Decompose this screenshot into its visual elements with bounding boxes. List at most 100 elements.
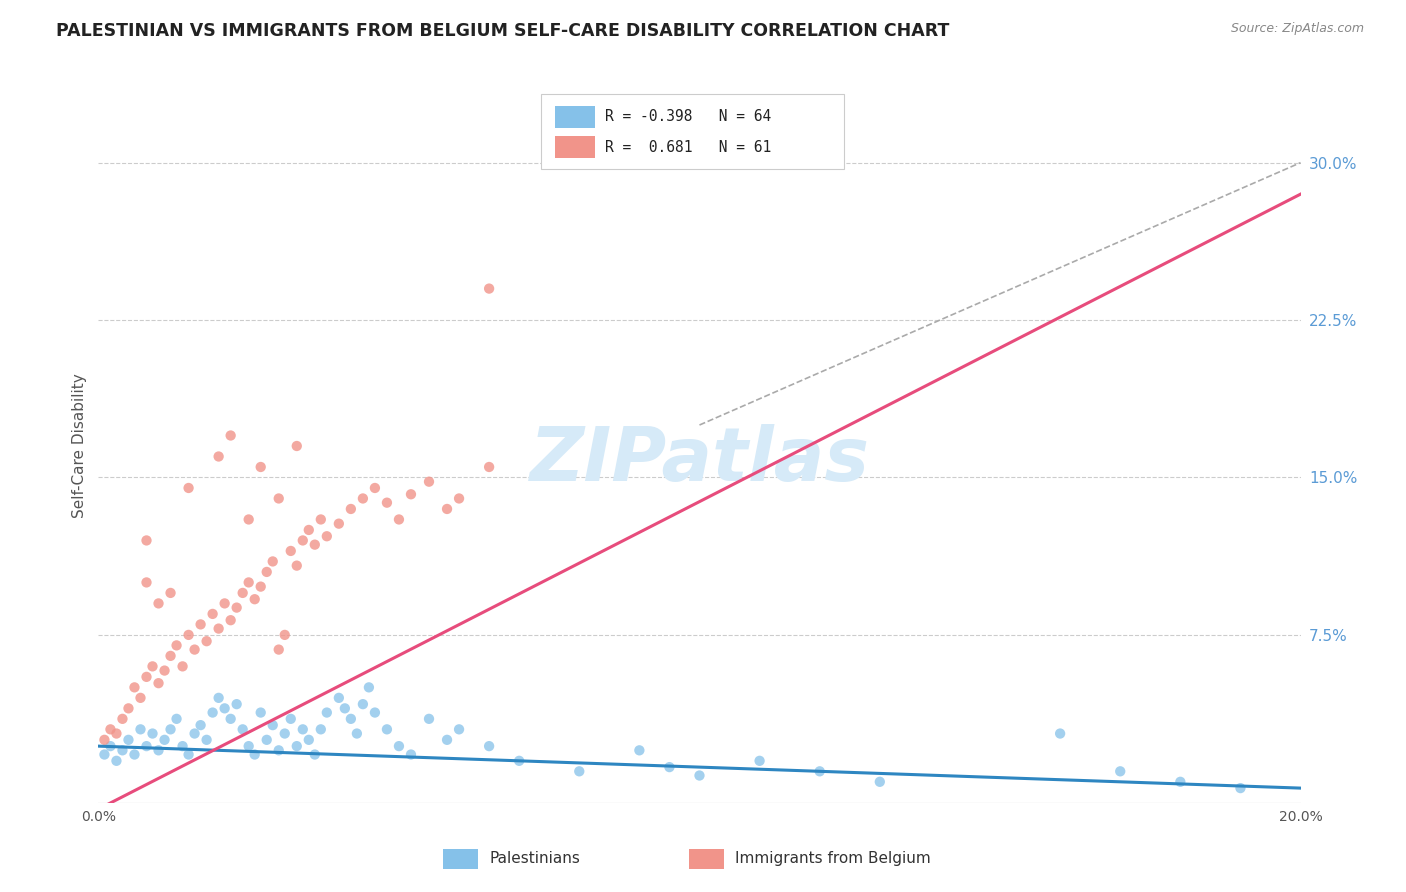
Text: ZIPatlas: ZIPatlas (530, 424, 869, 497)
Point (129, 723, 152, 737)
Point (135, 739, 157, 753)
Point (249, 460, 271, 475)
Text: R = -0.398   N = 64: R = -0.398 N = 64 (605, 110, 770, 124)
Point (808, 764, 831, 779)
Point (208, 450, 231, 464)
Point (357, 681, 380, 695)
Point (141, 726, 163, 740)
Point (159, 586, 181, 600)
Point (208, 690, 231, 705)
Point (124, 681, 146, 695)
Point (388, 512, 411, 526)
Point (340, 502, 363, 516)
Point (238, 512, 260, 526)
Point (214, 701, 236, 715)
Point (628, 743, 651, 757)
Point (262, 554, 284, 568)
Point (478, 282, 501, 296)
Point (352, 491, 374, 506)
Point (333, 701, 356, 715)
Point (183, 642, 205, 657)
Point (309, 723, 332, 737)
Point (172, 659, 194, 673)
Point (177, 747, 200, 762)
Point (190, 718, 212, 732)
Point (214, 596, 236, 610)
Point (166, 712, 188, 726)
Point (298, 523, 321, 537)
Text: R =  0.681   N = 61: R = 0.681 N = 61 (605, 140, 770, 154)
Point (159, 723, 181, 737)
Point (243, 747, 266, 762)
Point (375, 723, 398, 737)
Point (375, 496, 398, 510)
Point (105, 726, 128, 740)
Point (177, 481, 200, 495)
Text: PALESTINIAN VS IMMIGRANTS FROM BELGIUM SELF-CARE DISABILITY CORRELATION CHART: PALESTINIAN VS IMMIGRANTS FROM BELGIUM S… (56, 22, 949, 40)
Point (135, 533, 157, 548)
Point (418, 475, 440, 489)
Point (262, 718, 284, 732)
Point (195, 732, 218, 747)
Text: Source: ZipAtlas.com: Source: ZipAtlas.com (1230, 22, 1364, 36)
Text: Palestinians: Palestinians (489, 851, 581, 865)
Point (129, 690, 152, 705)
Point (148, 676, 170, 690)
Point (267, 642, 290, 657)
Point (478, 460, 501, 475)
Point (689, 768, 711, 782)
Point (117, 732, 139, 747)
Point (148, 596, 170, 610)
Point (291, 533, 314, 548)
Point (148, 743, 170, 757)
Point (340, 712, 363, 726)
Point (1229, 781, 1251, 796)
Point (298, 732, 321, 747)
Point (869, 774, 891, 789)
Point (232, 723, 254, 737)
Point (159, 648, 181, 663)
Point (219, 613, 242, 627)
Point (232, 586, 254, 600)
Point (267, 491, 290, 506)
Point (100, 723, 122, 737)
Point (399, 487, 422, 501)
Point (135, 670, 157, 684)
Point (1109, 764, 1132, 779)
Text: Immigrants from Belgium: Immigrants from Belgium (735, 851, 931, 865)
Point (243, 592, 266, 607)
Point (256, 565, 278, 579)
Point (219, 428, 242, 442)
Point (100, 739, 122, 753)
Point (208, 622, 231, 636)
Point (249, 706, 271, 720)
Point (153, 732, 176, 747)
Point (201, 706, 224, 720)
Point (478, 739, 501, 753)
Point (274, 628, 297, 642)
Point (219, 712, 242, 726)
Point (141, 659, 163, 673)
Point (93, 732, 115, 747)
Point (328, 516, 350, 531)
Point (315, 529, 337, 543)
Point (285, 439, 308, 453)
Point (225, 600, 247, 615)
Point (172, 739, 194, 753)
Point (748, 754, 770, 768)
Point (291, 723, 314, 737)
Point (328, 690, 350, 705)
Point (280, 712, 302, 726)
Point (436, 502, 458, 516)
Point (447, 723, 470, 737)
Point (346, 726, 368, 740)
Point (249, 580, 271, 594)
Point (285, 739, 308, 753)
Point (93, 747, 115, 762)
Point (190, 617, 212, 632)
Point (1049, 726, 1071, 740)
Point (238, 739, 260, 753)
Point (183, 726, 205, 740)
Point (111, 712, 134, 726)
Point (124, 747, 146, 762)
